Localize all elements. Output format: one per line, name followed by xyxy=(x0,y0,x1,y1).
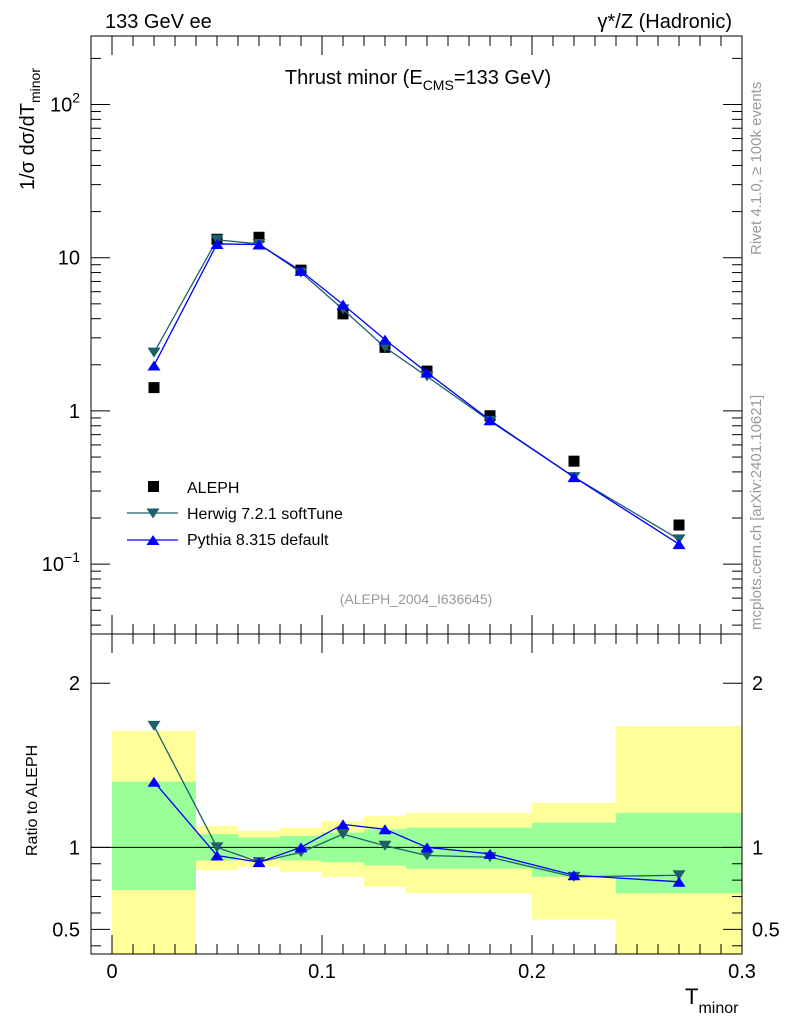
legend-pythia-label: Pythia 8.315 default xyxy=(187,532,329,549)
ratio-point-pythia-5 xyxy=(378,824,392,835)
main-ytick-label-3: 102 xyxy=(50,90,80,117)
ratio-point-herwig-0 xyxy=(147,720,161,731)
main-ytick-label-base: 10 xyxy=(50,95,72,117)
main-ytick-label-1: 1 xyxy=(69,401,80,423)
main-ytick-label-exp: 2 xyxy=(72,90,80,106)
ratio-ytick-label-left-2: 2 xyxy=(69,673,80,695)
ratio-ytick-label-right-1: 1 xyxy=(752,837,763,859)
x-axis-label-text: T xyxy=(685,984,698,1009)
main-ytick-label-base: 10 xyxy=(58,248,80,270)
main-ytick-label-2: 10 xyxy=(58,248,80,270)
main-point-pythia-5 xyxy=(378,334,392,345)
ratio-point-pythia-3 xyxy=(294,842,308,853)
ratio-point-herwig-5 xyxy=(378,840,392,851)
ratio-band-inner-0 xyxy=(112,781,196,890)
legend-aleph-marker xyxy=(148,481,159,492)
main-ytick-label-base: 1 xyxy=(69,401,80,423)
legend-pythia-marker xyxy=(146,535,160,545)
main-ytick-label-exp: −1 xyxy=(64,549,80,565)
ratio-ytick-label-right-0: 0.5 xyxy=(752,919,780,941)
ratio-band-inner-8 xyxy=(532,822,616,877)
ratio-point-pythia-7 xyxy=(483,848,497,859)
main-point-pythia-7 xyxy=(483,415,497,426)
main-point-pythia-6 xyxy=(420,367,434,378)
main-point-pythia-8 xyxy=(567,472,581,483)
ratio-ytick-label-left-1: 1 xyxy=(69,837,80,859)
mcplots-source-label: mcplots.cern.ch [arXiv:2401.10621] xyxy=(748,395,765,630)
ratio-panel: 0.5 0.5 1 1 2 2 0 0.1 0.2 0.3 Ratio to ALEPH Tmin… xyxy=(24,633,780,1017)
main-title: Thrust minor (ECMS=133 GeV) xyxy=(285,67,551,93)
main-plot-area xyxy=(147,231,686,550)
ratio-series-line-herwig xyxy=(153,725,680,878)
legend-aleph-label: ALEPH xyxy=(187,480,239,497)
ratio-point-pythia-9 xyxy=(672,876,686,887)
x-axis-label-sub: minor xyxy=(698,1000,739,1017)
x-tick-label-2: 0.2 xyxy=(518,961,546,983)
main-ytick-label-0: 10−1 xyxy=(42,549,80,576)
x-tick-label-1: 0.1 xyxy=(308,961,336,983)
ratio-point-pythia-6 xyxy=(420,842,434,853)
ratio-ticks: 0.5 0.5 1 1 2 2 0 0.1 0.2 0.3 xyxy=(52,634,780,983)
legend: ALEPH Herwig 7.2.1 softTune Pythia 8.315… xyxy=(127,480,343,549)
rivet-version-label: Rivet 4.1.0, ≥ 100k events xyxy=(748,82,765,255)
ratio-point-pythia-1 xyxy=(210,850,224,861)
main-point-pythia-9 xyxy=(672,539,686,550)
main-point-herwig-0 xyxy=(147,347,161,358)
main-ylabel-sub: minor xyxy=(27,68,43,103)
main-ylabel: 1/σ dσ/dTminor xyxy=(17,68,43,190)
ratio-point-herwig-4 xyxy=(336,829,350,840)
x-tick-label-0: 0 xyxy=(106,961,117,983)
main-title-tail: =133 GeV) xyxy=(454,67,551,89)
ratio-point-herwig-6 xyxy=(420,850,434,861)
analysis-watermark: (ALEPH_2004_I636645) xyxy=(340,591,493,607)
x-axis-label: Tminor xyxy=(685,984,739,1017)
ratio-point-pythia-2 xyxy=(252,857,266,868)
ratio-series-line-pythia xyxy=(153,781,680,883)
main-point-data-2 xyxy=(253,231,265,243)
main-point-pythia-0 xyxy=(147,360,161,371)
ratio-point-pythia-8 xyxy=(567,870,581,881)
main-ylabel-text: 1/σ dσ/dT xyxy=(17,103,39,190)
main-point-data-9 xyxy=(673,519,685,531)
main-point-pythia-1 xyxy=(210,238,224,249)
main-point-data-0 xyxy=(148,382,160,394)
ratio-point-pythia-0 xyxy=(147,776,161,787)
ratio-ytick-label-left-0: 0.5 xyxy=(52,919,80,941)
ratio-point-herwig-1 xyxy=(210,842,224,853)
main-series-line-pythia xyxy=(153,243,680,545)
header-right: γ*/Z (Hadronic) xyxy=(598,11,732,33)
main-point-pythia-3 xyxy=(294,265,308,276)
main-title-text: Thrust minor (E xyxy=(285,67,423,89)
legend-herwig-marker xyxy=(146,508,160,519)
main-point-pythia-4 xyxy=(336,299,350,310)
ratio-ytick-label-right-2: 2 xyxy=(752,673,763,695)
main-point-pythia-2 xyxy=(252,239,266,250)
main-point-data-8 xyxy=(568,455,580,467)
ratio-plot-area xyxy=(91,720,742,954)
ratio-frame xyxy=(90,633,743,955)
main-ytick-label-base: 10 xyxy=(42,554,64,576)
main-title-sub: CMS xyxy=(423,77,454,93)
header-left: 133 GeV ee xyxy=(105,11,212,33)
legend-herwig-label: Herwig 7.2.1 softTune xyxy=(187,506,343,523)
ratio-ylabel: Ratio to ALEPH xyxy=(24,745,41,856)
main-point-herwig-5 xyxy=(378,342,392,353)
x-tick-label-3: 0.3 xyxy=(728,961,756,983)
ratio-point-herwig-9 xyxy=(672,870,686,881)
ratio-band-inner-7 xyxy=(448,827,532,869)
ratio-point-pythia-4 xyxy=(336,819,350,830)
